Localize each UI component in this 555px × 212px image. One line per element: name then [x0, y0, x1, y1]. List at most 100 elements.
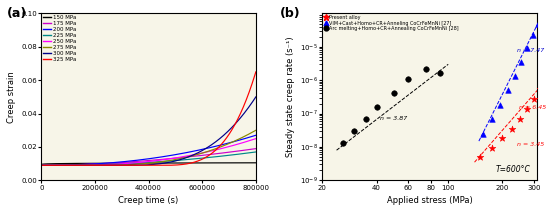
Text: n = 3.87: n = 3.87 [380, 116, 407, 121]
Legend: 150 MPa, 175 MPa, 200 MPa, 225 MPa, 250 MPa, 275 MPa, 300 MPa, 325 MPa: 150 MPa, 175 MPa, 200 MPa, 225 MPa, 250 … [43, 15, 77, 63]
300 MPa [38, 164, 45, 167]
300 MPa [253, 96, 259, 98]
300 MPa [207, 144, 214, 147]
200 MPa [253, 134, 259, 137]
Text: (b): (b) [279, 7, 300, 20]
275 MPa [49, 164, 56, 167]
300 MPa [142, 164, 149, 166]
325 MPa [49, 164, 56, 167]
225 MPa [38, 164, 45, 167]
325 MPa [137, 164, 143, 167]
Text: T=600°C: T=600°C [496, 165, 530, 174]
Point [511, 75, 519, 78]
200 MPa [137, 159, 143, 161]
275 MPa [142, 162, 149, 165]
175 MPa [246, 148, 253, 151]
250 MPa [246, 139, 253, 142]
175 MPa [253, 147, 259, 150]
225 MPa [246, 152, 253, 154]
200 MPa [142, 158, 149, 160]
Point [498, 137, 507, 140]
Point [516, 117, 524, 120]
Y-axis label: Creep strain: Creep strain [7, 71, 16, 123]
Point [536, 87, 545, 91]
200 MPa [246, 136, 253, 138]
Point [372, 105, 381, 109]
150 MPa [142, 162, 149, 164]
300 MPa [49, 164, 56, 167]
225 MPa [253, 151, 259, 153]
325 MPa [246, 90, 253, 92]
Point [523, 107, 532, 110]
Point [350, 129, 359, 133]
175 MPa [207, 153, 214, 156]
Line: 275 MPa: 275 MPa [42, 130, 256, 165]
325 MPa [253, 71, 259, 73]
Point [339, 141, 347, 145]
175 MPa [38, 164, 45, 167]
Text: n = 6.45: n = 6.45 [519, 105, 547, 110]
Point [476, 155, 485, 159]
X-axis label: Applied stress (MPa): Applied stress (MPa) [387, 196, 472, 205]
Point [523, 47, 532, 50]
Point [404, 77, 413, 81]
225 MPa [142, 161, 149, 164]
300 MPa [246, 105, 253, 107]
175 MPa [49, 164, 56, 166]
300 MPa [137, 164, 143, 166]
150 MPa [253, 162, 259, 164]
Line: 325 MPa: 325 MPa [42, 72, 256, 165]
325 MPa [207, 153, 214, 156]
Text: n = 3.45: n = 3.45 [517, 142, 544, 147]
275 MPa [38, 164, 45, 167]
Point [503, 89, 512, 92]
200 MPa [246, 136, 253, 138]
250 MPa [38, 164, 45, 167]
150 MPa [207, 162, 214, 164]
Y-axis label: Steady state creep rate (s⁻¹): Steady state creep rate (s⁻¹) [286, 37, 295, 157]
250 MPa [246, 139, 253, 142]
325 MPa [38, 164, 45, 167]
150 MPa [49, 162, 56, 165]
Line: 250 MPa: 250 MPa [42, 139, 256, 165]
225 MPa [246, 152, 253, 154]
275 MPa [246, 132, 253, 135]
275 MPa [137, 163, 143, 165]
150 MPa [38, 164, 45, 167]
Point [507, 127, 516, 131]
250 MPa [137, 161, 143, 164]
Point [487, 117, 496, 120]
275 MPa [253, 129, 259, 132]
175 MPa [142, 159, 149, 162]
Point [362, 117, 371, 120]
Point [529, 97, 538, 100]
Point [517, 60, 526, 64]
300 MPa [246, 105, 253, 107]
250 MPa [253, 137, 259, 140]
200 MPa [207, 146, 214, 149]
Line: 225 MPa: 225 MPa [42, 152, 256, 165]
200 MPa [38, 164, 45, 167]
200 MPa [49, 164, 56, 167]
Line: 150 MPa: 150 MPa [42, 163, 256, 165]
Point [478, 132, 487, 135]
225 MPa [49, 164, 56, 167]
Line: 175 MPa: 175 MPa [42, 149, 256, 165]
Point [528, 34, 537, 37]
X-axis label: Creep time (s): Creep time (s) [119, 196, 179, 205]
Line: 300 MPa: 300 MPa [42, 97, 256, 165]
Point [487, 147, 496, 150]
Point [421, 67, 430, 70]
Text: n = 7.47: n = 7.47 [517, 47, 544, 53]
225 MPa [207, 156, 214, 159]
325 MPa [246, 89, 253, 92]
250 MPa [142, 160, 149, 163]
175 MPa [246, 148, 253, 151]
250 MPa [49, 164, 56, 167]
Point [496, 103, 505, 107]
275 MPa [246, 132, 253, 135]
150 MPa [246, 162, 253, 164]
150 MPa [137, 162, 143, 164]
225 MPa [137, 162, 143, 164]
175 MPa [137, 160, 143, 162]
